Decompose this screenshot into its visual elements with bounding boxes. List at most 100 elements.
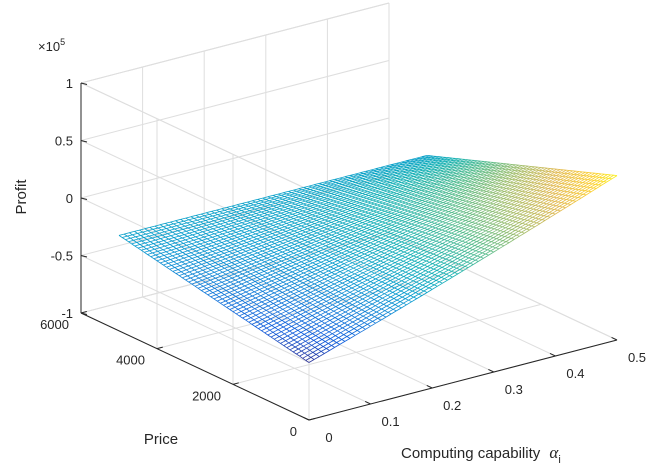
surface-mesh-line: [402, 283, 409, 287]
surface-mesh-line: [499, 202, 505, 206]
surface-mesh-line: [433, 244, 438, 247]
surface-mesh-line: [455, 222, 461, 227]
surface-mesh-line: [494, 242, 498, 245]
surface-mesh-line: [290, 229, 295, 232]
surface-mesh-line: [449, 272, 455, 277]
surface-mesh-line: [549, 171, 556, 176]
surface-mesh-line: [260, 269, 265, 272]
surface-mesh-line: [307, 228, 311, 231]
surface-mesh-line: [358, 325, 363, 328]
surface-mesh-line: [314, 244, 318, 247]
surface-mesh-line: [399, 266, 405, 270]
surface-mesh-line: [404, 240, 411, 244]
surface-mesh-line: [319, 256, 324, 259]
surface-mesh-line: [271, 280, 276, 284]
surface-mesh-line: [419, 255, 426, 259]
surface-mesh-line: [355, 279, 360, 282]
surface-mesh-line: [262, 291, 267, 294]
surface-mesh-line: [320, 233, 324, 237]
surface-mesh-line: [454, 254, 460, 258]
surface-mesh-line: [382, 256, 386, 259]
surface-mesh-line: [145, 233, 150, 237]
surface-mesh-line: [235, 254, 239, 258]
surface-mesh-line: [194, 285, 199, 289]
surface-mesh-line: [249, 283, 254, 286]
surface-mesh-line: [435, 225, 441, 229]
surface-mesh-line: [416, 231, 423, 235]
surface-mesh-line: [246, 220, 251, 224]
surface-mesh-line: [362, 295, 368, 300]
surface-mesh-line: [536, 176, 542, 181]
surface-mesh-line: [378, 252, 385, 257]
surface-mesh-line: [550, 175, 557, 179]
surface-mesh-line: [265, 238, 269, 241]
surface-mesh-line: [469, 231, 475, 235]
surface-mesh-line: [411, 284, 415, 287]
surface-mesh-line: [452, 213, 459, 218]
surface-mesh-line: [205, 271, 210, 275]
surface-mesh-line: [475, 250, 480, 253]
surface-mesh-line: [248, 321, 253, 325]
surface-mesh-line: [204, 241, 209, 245]
surface-mesh-line: [418, 236, 424, 240]
surface-mesh-line: [440, 258, 447, 263]
surface-mesh-line: [207, 229, 212, 233]
surface-mesh-line: [332, 239, 337, 242]
surface-mesh-line: [430, 227, 436, 231]
surface-mesh-line: [193, 218, 198, 221]
surface-mesh-line: [245, 275, 249, 279]
surface-mesh-line: [450, 252, 457, 257]
surface-mesh-line: [298, 334, 305, 338]
surface-mesh-line: [274, 327, 279, 331]
surface-mesh-line: [488, 215, 494, 220]
surface-mesh-line: [327, 324, 332, 328]
surface-mesh-line: [343, 270, 349, 274]
surface-mesh-line: [371, 311, 377, 316]
surface-mesh-line: [496, 235, 502, 239]
surface-mesh-line: [421, 275, 427, 280]
surface-mesh-line: [328, 283, 335, 287]
surface-mesh-line: [603, 178, 609, 182]
surface-mesh-line: [254, 242, 259, 245]
surface-mesh-line: [136, 242, 141, 245]
surface-mesh-line: [325, 311, 329, 315]
surface-mesh-line: [508, 225, 515, 229]
surface-mesh-line: [518, 206, 524, 211]
surface-mesh-line: [274, 307, 280, 311]
surface-mesh-line: [411, 236, 416, 239]
surface-mesh-line: [569, 196, 575, 201]
surface-mesh-line: [394, 304, 399, 307]
surface-mesh-line: [269, 301, 274, 304]
surface-mesh-line: [275, 288, 280, 291]
surface-mesh-line: [337, 282, 343, 287]
surface-mesh-line: [238, 271, 243, 275]
surface-mesh-line: [380, 260, 384, 263]
surface-mesh-line: [472, 232, 478, 236]
surface-mesh-line: [220, 292, 225, 295]
surface-mesh-line: [246, 256, 251, 259]
surface-mesh-line: [158, 241, 162, 245]
surface-mesh-line: [303, 272, 307, 276]
surface-mesh-line: [201, 279, 206, 283]
surface-mesh-line: [348, 270, 352, 273]
surface-mesh-line: [337, 260, 341, 263]
surface-mesh-line: [563, 176, 569, 181]
surface-mesh-line: [203, 245, 207, 248]
surface-mesh-line: [332, 262, 336, 265]
surface-mesh-line: [427, 263, 433, 267]
surface-mesh-line: [171, 265, 176, 268]
surface-mesh-line: [582, 179, 588, 183]
surface-mesh-line: [529, 205, 536, 209]
surface-mesh-line: [200, 248, 205, 252]
surface-mesh-line: [301, 300, 307, 304]
surface-mesh-line: [509, 196, 516, 201]
surface-mesh-line: [416, 295, 423, 299]
surface-mesh-line: [452, 251, 457, 254]
surface-mesh-line: [408, 258, 412, 261]
surface-mesh-line: [324, 320, 331, 324]
surface-mesh-line: [375, 302, 381, 307]
surface-mesh-line: [294, 325, 300, 329]
surface-mesh-line: [160, 238, 164, 241]
surface-mesh-line: [402, 267, 408, 272]
surface-mesh-line: [241, 300, 246, 303]
